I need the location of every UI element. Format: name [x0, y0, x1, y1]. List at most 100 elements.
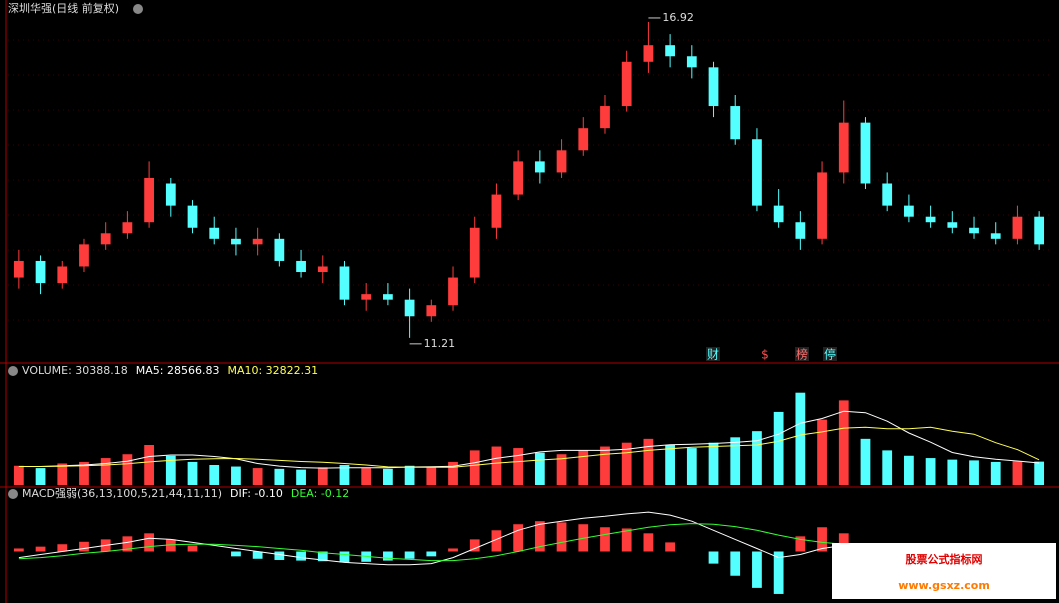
volume-bar: [469, 450, 480, 485]
candle-body: [534, 161, 545, 173]
price-annotation: 11.21: [424, 337, 456, 350]
macd-bar: [795, 536, 806, 552]
volume-bar: [187, 461, 198, 485]
volume-bar: [404, 465, 415, 485]
macd-bar: [13, 548, 24, 552]
volume-bar: [122, 454, 133, 485]
volume-icon[interactable]: [8, 366, 18, 376]
volume-bar: [383, 468, 393, 485]
candle-body: [578, 128, 589, 151]
macd-bar: [730, 551, 741, 576]
volume-bar: [144, 445, 154, 485]
legend-label: DEA: -0.12: [291, 487, 349, 500]
volume-bar: [361, 468, 372, 485]
legend-label: DIF: -0.10: [230, 487, 283, 500]
candle-body: [773, 205, 784, 223]
volume-bar: [57, 463, 68, 485]
candle-body: [79, 244, 89, 267]
volume-bar: [296, 469, 306, 485]
candle-body: [730, 106, 741, 140]
candle-body: [100, 233, 111, 245]
volume-bar: [686, 448, 697, 485]
macd-bar: [643, 533, 654, 552]
volume-bar: [578, 450, 589, 485]
volume-bar: [231, 466, 241, 485]
volume-bar: [904, 455, 914, 485]
macd-bar: [339, 551, 350, 563]
candle-body: [882, 183, 893, 206]
volume-bar: [274, 468, 285, 485]
volume-bar: [534, 452, 545, 485]
candle-body: [274, 238, 285, 261]
candle-body: [925, 216, 936, 223]
event-label: $: [761, 348, 769, 362]
candle-body: [339, 266, 350, 300]
macd-bar: [556, 522, 567, 552]
candle-body: [838, 122, 849, 173]
macd-bar: [665, 542, 675, 552]
macd-bar: [491, 530, 502, 552]
volume-bar: [448, 461, 458, 485]
chart-title: 深圳华强(日线 前复权): [8, 1, 119, 15]
macd-bar: [600, 527, 610, 552]
candle-body: [1012, 216, 1023, 239]
candle-body: [1034, 216, 1045, 245]
candle-body: [469, 227, 480, 278]
volume-bar: [860, 438, 871, 485]
volume-bar: [252, 468, 263, 485]
volume-bar: [990, 461, 1001, 485]
event-label: 财: [707, 348, 719, 362]
macd-bar: [231, 551, 241, 557]
volume-bar: [947, 459, 958, 485]
candle-body: [686, 56, 697, 68]
macd-bar: [448, 548, 458, 552]
candle-body: [904, 205, 914, 217]
candle-body: [144, 177, 154, 223]
volume-bar: [100, 458, 111, 485]
macd-bar: [383, 551, 393, 561]
macd-bar: [165, 539, 176, 552]
candle-body: [990, 233, 1001, 239]
macd-bar: [513, 524, 524, 552]
macd-bar: [144, 533, 154, 552]
volume-bar: [513, 448, 524, 485]
legend-label: VOLUME: 30388.18: [22, 364, 128, 377]
macd-icon[interactable]: [8, 489, 18, 499]
macd-bar: [187, 545, 198, 552]
title-icon[interactable]: [133, 4, 143, 14]
volume-bar: [339, 465, 350, 485]
candle-body: [708, 67, 719, 107]
candle-body: [252, 238, 263, 245]
macd-bar: [752, 551, 762, 588]
watermark-url: www.gsxz.com: [898, 579, 990, 592]
candle-body: [665, 45, 675, 57]
event-badge: [795, 347, 809, 361]
event-label: 停: [824, 347, 836, 362]
macd-bar: [621, 528, 632, 552]
macd-bar: [252, 551, 263, 559]
volume-bar: [426, 466, 437, 485]
legend-label: MA5: 28566.83: [136, 364, 220, 377]
macd-bar: [404, 551, 415, 559]
volume-bar: [838, 400, 849, 485]
volume-bar: [556, 454, 567, 485]
macd-bar: [817, 527, 827, 552]
volume-bar: [1012, 461, 1023, 485]
candle-body: [317, 266, 328, 273]
volume-bar: [730, 437, 741, 485]
volume-bar: [925, 458, 936, 485]
candle-body: [621, 61, 632, 107]
legend-label: MACD强弱(36,13,100,5,21,44,11,11): [22, 487, 222, 500]
candle-body: [947, 222, 958, 228]
event-badge: [823, 347, 837, 361]
volume-bar: [621, 442, 632, 485]
event-label: 榜: [796, 347, 808, 362]
watermark-title: 股票公式指标网: [906, 552, 983, 566]
candle-body: [426, 305, 437, 317]
volume-bar: [317, 467, 328, 485]
candle-body: [969, 227, 979, 234]
legend-label: MA10: 32822.31: [227, 364, 318, 377]
macd-bar: [469, 539, 480, 552]
